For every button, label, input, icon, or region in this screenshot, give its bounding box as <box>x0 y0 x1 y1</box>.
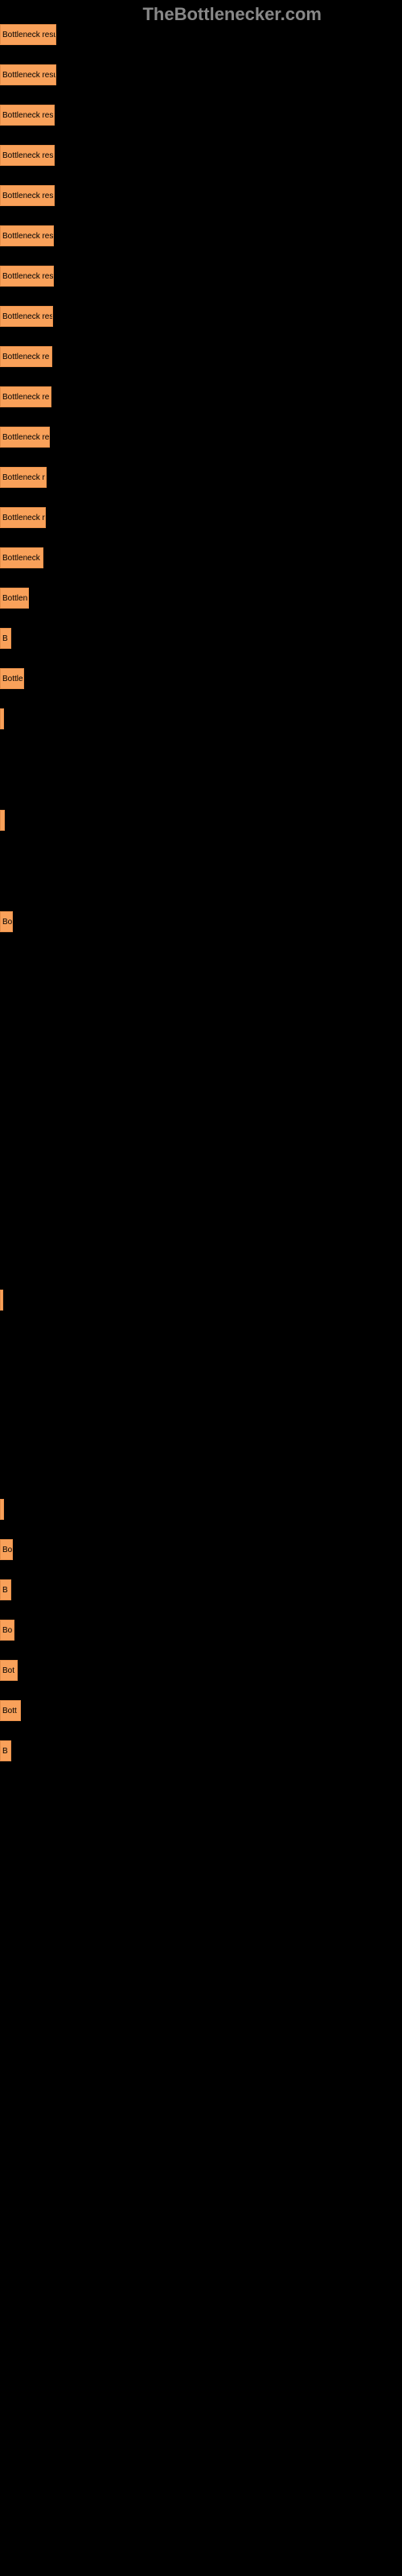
bar: Bott <box>0 1700 21 1721</box>
bar <box>0 1290 3 1311</box>
watermark: TheBottlenecker.com <box>142 4 322 25</box>
bar <box>0 810 5 831</box>
bar-item: Bottleneck resu <box>0 24 402 45</box>
bar: Bottleneck r <box>0 467 47 488</box>
bar-item <box>0 810 402 831</box>
bar <box>0 708 4 729</box>
bar: Bottleneck res <box>0 306 53 327</box>
bars-container: Bottleneck resu Bottleneck resu Bottleneck… <box>0 24 402 1781</box>
bar-item: B <box>0 1740 402 1761</box>
bar-item: Bottleneck res <box>0 306 402 327</box>
bar: Bottleneck re <box>0 427 50 448</box>
bar-item: Bottleneck res <box>0 185 402 206</box>
bar: Bot <box>0 1660 18 1681</box>
bar-item <box>0 1233 402 1265</box>
bar-item: Bo <box>0 911 402 932</box>
bar <box>0 1499 4 1520</box>
bar-item <box>0 1443 402 1475</box>
bar-item <box>0 749 402 770</box>
bar-item: Bottleneck re <box>0 346 402 367</box>
bar-item: Bottleneck res <box>0 145 402 166</box>
bar: Bottleneck resu <box>0 24 56 45</box>
bar-item <box>0 1386 402 1418</box>
bar-item: Bottleneck r <box>0 507 402 528</box>
bar: B <box>0 1579 11 1600</box>
bar: Bo <box>0 1620 14 1641</box>
bar-item <box>0 1121 402 1153</box>
bar-item: Bottlen <box>0 588 402 609</box>
bar-item <box>0 1499 402 1520</box>
bar: Bottleneck res <box>0 145 55 166</box>
bar-item: Bottleneck res <box>0 105 402 126</box>
bar: B <box>0 628 11 649</box>
bar-item: Bottleneck res <box>0 266 402 287</box>
bar-item <box>0 1330 402 1362</box>
bar-item: Bottleneck res <box>0 225 402 246</box>
bar: Bottleneck res <box>0 105 55 126</box>
bar-item <box>0 1290 402 1311</box>
bar: Bottleneck res <box>0 266 54 287</box>
bar: Bo <box>0 911 13 932</box>
bar: Bottleneck re <box>0 386 51 407</box>
bar-item: Bottleneck r <box>0 547 402 568</box>
bar: Bottleneck r <box>0 507 46 528</box>
bar-item: Bottle <box>0 668 402 689</box>
bar-item: Bottleneck resu <box>0 64 402 85</box>
bar-item <box>0 850 402 871</box>
bar-item: Bo <box>0 1620 402 1641</box>
bar-item <box>0 708 402 729</box>
bar: Bottleneck re <box>0 346 52 367</box>
bar-item: Bottleneck r <box>0 467 402 488</box>
bar-item: B <box>0 628 402 649</box>
bar: Bo <box>0 1539 13 1560</box>
bar-item <box>0 1008 402 1040</box>
bar: Bottlen <box>0 588 29 609</box>
bar-item: Bot <box>0 1660 402 1681</box>
bar-item: Bo <box>0 1539 402 1560</box>
bar: Bottleneck res <box>0 185 55 206</box>
bar: Bottleneck r <box>0 547 43 568</box>
bar: Bottleneck resu <box>0 64 56 85</box>
bar-item: Bott <box>0 1700 402 1721</box>
bar-item <box>0 1064 402 1096</box>
bar-item: Bottleneck re <box>0 427 402 448</box>
bar-item: B <box>0 1579 402 1600</box>
bar: Bottle <box>0 668 24 689</box>
bar: B <box>0 1740 11 1761</box>
bar: Bottleneck res <box>0 225 54 246</box>
bar-item <box>0 1177 402 1209</box>
bar-item: Bottleneck re <box>0 386 402 407</box>
bar-item <box>0 952 402 984</box>
